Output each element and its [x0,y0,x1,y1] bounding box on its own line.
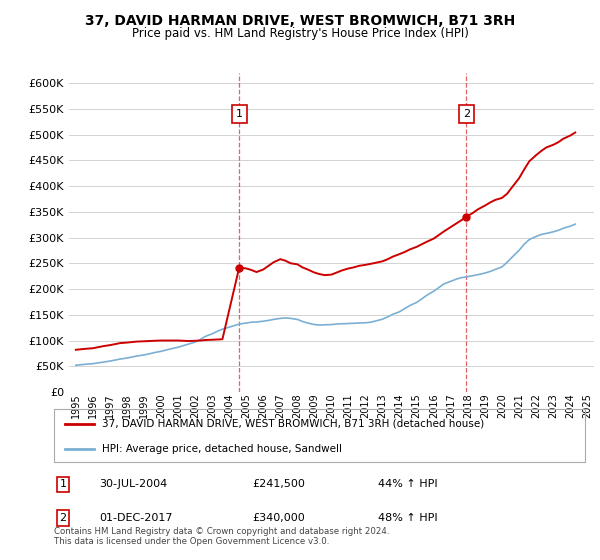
Text: 48% ↑ HPI: 48% ↑ HPI [378,513,437,523]
Text: Price paid vs. HM Land Registry's House Price Index (HPI): Price paid vs. HM Land Registry's House … [131,27,469,40]
Text: 1: 1 [59,479,67,489]
Text: 44% ↑ HPI: 44% ↑ HPI [378,479,437,489]
Text: 2: 2 [59,513,67,523]
Text: HPI: Average price, detached house, Sandwell: HPI: Average price, detached house, Sand… [102,444,342,454]
Text: Contains HM Land Registry data © Crown copyright and database right 2024.
This d: Contains HM Land Registry data © Crown c… [54,526,389,546]
Text: 30-JUL-2004: 30-JUL-2004 [99,479,167,489]
Text: 2: 2 [463,109,470,119]
Text: 1: 1 [236,109,242,119]
Text: 37, DAVID HARMAN DRIVE, WEST BROMWICH, B71 3RH (detached house): 37, DAVID HARMAN DRIVE, WEST BROMWICH, B… [102,419,484,429]
Text: 37, DAVID HARMAN DRIVE, WEST BROMWICH, B71 3RH: 37, DAVID HARMAN DRIVE, WEST BROMWICH, B… [85,14,515,28]
Text: 01-DEC-2017: 01-DEC-2017 [99,513,173,523]
Text: £241,500: £241,500 [252,479,305,489]
Text: £340,000: £340,000 [252,513,305,523]
